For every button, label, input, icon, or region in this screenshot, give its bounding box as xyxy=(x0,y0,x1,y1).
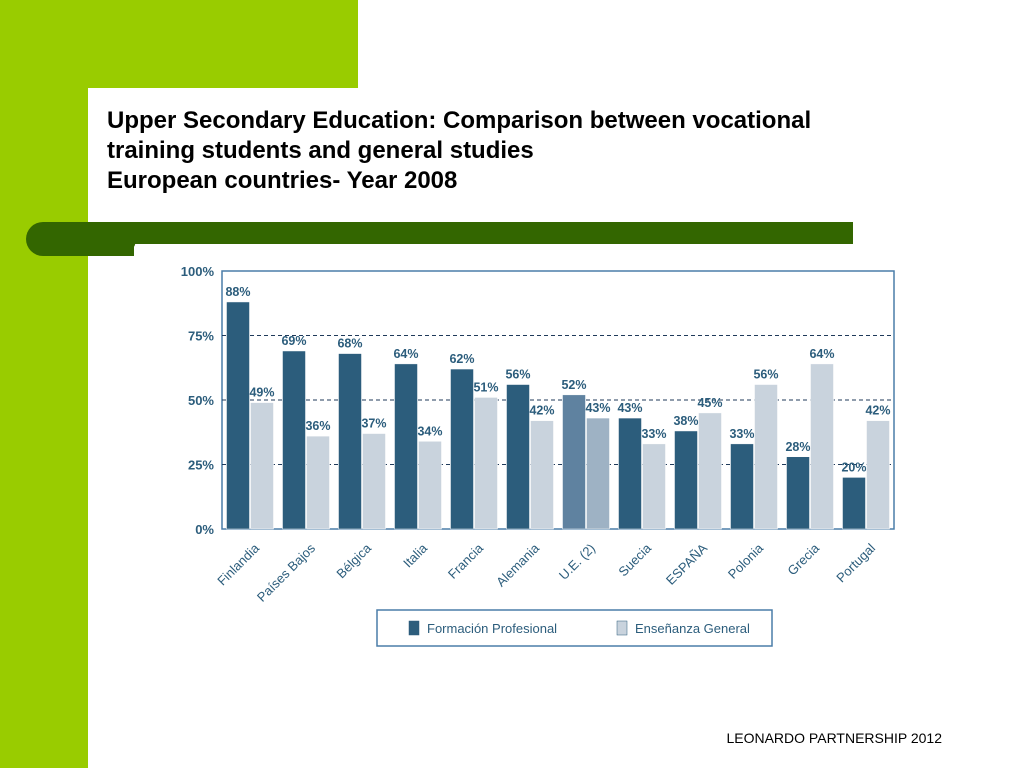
data-label: 56% xyxy=(753,368,778,382)
title-line-1: Upper Secondary Education: Comparison be… xyxy=(107,107,812,134)
data-label: 38% xyxy=(673,414,698,428)
bar-ensenanza-general xyxy=(362,433,386,530)
bar-formacion-profesional xyxy=(730,443,754,530)
data-label: 42% xyxy=(529,404,554,418)
bar-ensenanza-general xyxy=(698,412,722,530)
x-tick-label: ESPAÑA xyxy=(663,540,710,587)
data-label: 37% xyxy=(361,417,386,431)
data-label: 33% xyxy=(641,427,666,441)
bar-formacion-profesional xyxy=(394,363,418,530)
data-label: 51% xyxy=(473,380,498,394)
x-tick-label: Polonia xyxy=(725,540,767,582)
data-label: 56% xyxy=(505,368,530,382)
divider-band xyxy=(88,222,853,244)
legend-swatch-ensenanza-general xyxy=(616,620,628,636)
bar-ensenanza-general xyxy=(250,402,274,530)
title-line-2: training students and general studies xyxy=(107,137,534,164)
legend-label: Formación Profesional xyxy=(427,621,557,636)
legend-label: Enseñanza General xyxy=(635,621,750,636)
data-label: 28% xyxy=(785,440,810,454)
bar-ensenanza-general xyxy=(306,435,330,530)
x-tick-label: Alemania xyxy=(493,540,542,589)
bar-formacion-profesional xyxy=(786,456,810,530)
data-label: 43% xyxy=(585,401,610,415)
bar-chart: 0% 25% 50% 75% 100% 88% 49% Finlandia 69% 36% País… xyxy=(181,264,895,647)
data-label: 62% xyxy=(449,352,474,366)
bar-formacion-profesional xyxy=(282,350,306,530)
bar-ensenanza-general xyxy=(642,443,666,530)
data-label: 45% xyxy=(697,396,722,410)
title-line-3: European countries- Year 2008 xyxy=(107,167,458,194)
x-tick-label: Suecia xyxy=(615,540,654,579)
bar-ensenanza-general xyxy=(418,441,442,530)
bar-formacion-profesional xyxy=(618,417,642,530)
data-label: 42% xyxy=(865,404,890,418)
x-tick-label: Bélgica xyxy=(333,540,374,581)
data-label: 33% xyxy=(729,427,754,441)
footer-text: LEONARDO PARTNERSHIP 2012 xyxy=(726,730,942,746)
legend-swatch-formacion-profesional xyxy=(408,620,420,636)
x-tick-label: Finlandia xyxy=(214,540,262,588)
bar-ensenanza-general xyxy=(866,420,890,530)
y-tick-label: 0% xyxy=(195,522,214,537)
y-tick-label: 75% xyxy=(188,329,214,344)
bar-formacion-profesional xyxy=(338,353,362,530)
data-label: 20% xyxy=(841,460,866,474)
bar-ensenanza-general xyxy=(810,363,834,530)
data-label: 36% xyxy=(305,419,330,433)
data-label: 88% xyxy=(225,285,250,299)
y-tick-label: 50% xyxy=(188,393,214,408)
bar-formacion-profesional xyxy=(450,368,474,530)
data-label: 52% xyxy=(561,378,586,392)
data-label: 64% xyxy=(809,347,834,361)
data-label: 68% xyxy=(337,337,362,351)
bar-formacion-profesional xyxy=(674,430,698,530)
y-tick-label: 100% xyxy=(181,264,215,279)
bar-ensenanza-general xyxy=(474,397,498,530)
data-label: 64% xyxy=(393,347,418,361)
data-label: 69% xyxy=(281,334,306,348)
data-label: 49% xyxy=(249,386,274,400)
x-tick-label: Países Bajos xyxy=(254,540,319,605)
data-label: 43% xyxy=(617,401,642,415)
bar-ensenanza-general xyxy=(530,420,554,530)
corner-accent xyxy=(0,0,358,88)
bar-formacion-profesional xyxy=(562,394,586,530)
x-tick-label: Francia xyxy=(445,540,487,582)
bar-ensenanza-general xyxy=(754,384,778,530)
bar-formacion-profesional xyxy=(842,477,866,530)
data-label: 34% xyxy=(417,424,442,438)
sidebar-accent xyxy=(0,0,88,768)
slide-title: Upper Secondary Education: Comparison be… xyxy=(107,106,987,196)
x-tick-label: Italia xyxy=(400,540,431,571)
divider-band-end xyxy=(88,244,134,256)
x-tick-label: U.E. (2) xyxy=(556,541,598,583)
y-tick-label: 25% xyxy=(188,458,214,473)
legend-box xyxy=(376,609,773,647)
bar-formacion-profesional xyxy=(506,384,530,530)
bar-formacion-profesional xyxy=(226,301,250,530)
bar-ensenanza-general xyxy=(586,417,610,530)
x-tick-label: Grecia xyxy=(784,540,822,578)
x-tick-label: Portugal xyxy=(833,540,878,585)
